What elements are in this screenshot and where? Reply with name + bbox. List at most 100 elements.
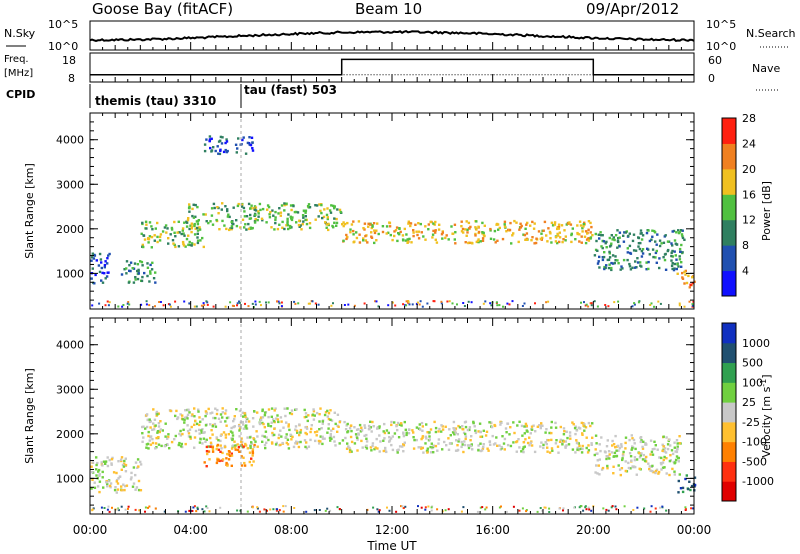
- data-cell: [168, 447, 171, 450]
- data-cell: [148, 420, 151, 424]
- data-cell: [490, 421, 493, 424]
- data-cell: [271, 209, 274, 212]
- noise-left-tick-bottom: 10^0: [48, 40, 78, 53]
- data-cell: [309, 430, 312, 434]
- data-cell: [548, 230, 552, 234]
- data-cell: [208, 139, 211, 143]
- data-cell: [381, 230, 385, 234]
- data-cell: [681, 236, 685, 240]
- data-cell: [512, 421, 515, 424]
- data-cell: [401, 445, 404, 448]
- data-cell: [333, 411, 336, 414]
- data-cell: [536, 510, 539, 513]
- data-cell: [454, 431, 457, 434]
- data-cell: [558, 231, 561, 234]
- data-cell: [412, 234, 415, 238]
- data-cell: [638, 467, 641, 470]
- data-cell: [309, 302, 311, 305]
- data-cell: [231, 431, 234, 434]
- data-cell: [400, 422, 403, 425]
- data-cell: [477, 230, 481, 234]
- data-cell: [600, 234, 603, 237]
- data-cell: [212, 202, 216, 206]
- cpid-mode-1: tau (fast) 503: [244, 83, 337, 97]
- data-cell: [183, 234, 186, 237]
- data-cell: [451, 302, 454, 305]
- data-cell: [208, 138, 212, 141]
- data-cell: [670, 449, 674, 452]
- data-cell: [158, 239, 162, 242]
- data-cell: [573, 426, 577, 430]
- data-cell: [688, 300, 691, 303]
- data-cell: [691, 276, 694, 279]
- data-cell: [242, 423, 245, 426]
- data-cell: [179, 429, 182, 433]
- data-cell: [400, 505, 402, 508]
- data-cell: [304, 412, 308, 415]
- data-band: [593, 229, 686, 272]
- data-cell: [217, 140, 221, 143]
- data-cell: [445, 234, 448, 237]
- data-cell: [658, 456, 661, 459]
- data-cell: [681, 229, 684, 232]
- data-cell: [643, 507, 646, 510]
- data-cell: [322, 215, 326, 219]
- data-cell: [244, 302, 246, 305]
- data-cell: [401, 505, 404, 508]
- data-cell: [624, 441, 627, 445]
- data-cell: [248, 136, 251, 139]
- data-cell: [540, 422, 543, 425]
- data-cell: [631, 305, 634, 308]
- data-cell: [681, 486, 685, 490]
- data-cell: [464, 241, 467, 244]
- data-cell: [377, 305, 380, 308]
- data-cell: [501, 237, 505, 241]
- data-cell: [541, 509, 544, 512]
- data-cell: [536, 425, 539, 428]
- data-cell: [603, 450, 607, 453]
- data-cell: [661, 449, 664, 452]
- data-cell: [671, 262, 674, 265]
- data-cell: [505, 230, 508, 233]
- data-cell: [224, 148, 227, 152]
- data-cell: [363, 302, 366, 305]
- data-cell: [276, 414, 279, 417]
- data-cell: [378, 426, 381, 430]
- colorbar-tick-label: 16: [742, 188, 756, 201]
- data-cell: [286, 222, 289, 225]
- data-cell: [673, 239, 677, 242]
- data-cell: [449, 434, 452, 437]
- data-cell: [195, 510, 198, 513]
- data-cell: [670, 254, 673, 258]
- data-cell: [387, 431, 390, 435]
- data-cell: [242, 206, 246, 210]
- data-cell: [252, 460, 255, 463]
- data-cell: [270, 415, 273, 418]
- data-cell: [187, 217, 190, 220]
- data-cell: [325, 213, 329, 217]
- beam-title: Beam 10: [355, 0, 422, 18]
- data-cell: [637, 242, 641, 245]
- data-cell: [488, 440, 491, 444]
- data-cell: [228, 215, 231, 219]
- data-cell: [616, 239, 620, 243]
- data-cell: [190, 225, 194, 228]
- data-cell: [448, 428, 451, 431]
- data-cell: [294, 428, 297, 431]
- data-cell: [206, 452, 209, 456]
- data-cell: [157, 425, 161, 428]
- data-cell: [170, 440, 174, 444]
- data-cell: [640, 249, 644, 253]
- data-cell: [417, 505, 419, 508]
- data-cell: [295, 429, 299, 433]
- data-cell: [104, 260, 107, 263]
- data-cell: [281, 226, 284, 229]
- data-cell: [562, 238, 565, 241]
- data-cell: [147, 506, 149, 509]
- data-cell: [683, 305, 686, 308]
- data-cell: [464, 435, 468, 438]
- data-cell: [325, 226, 328, 229]
- data-cell: [444, 509, 447, 512]
- data-cell: [427, 228, 430, 231]
- data-cell: [183, 416, 187, 419]
